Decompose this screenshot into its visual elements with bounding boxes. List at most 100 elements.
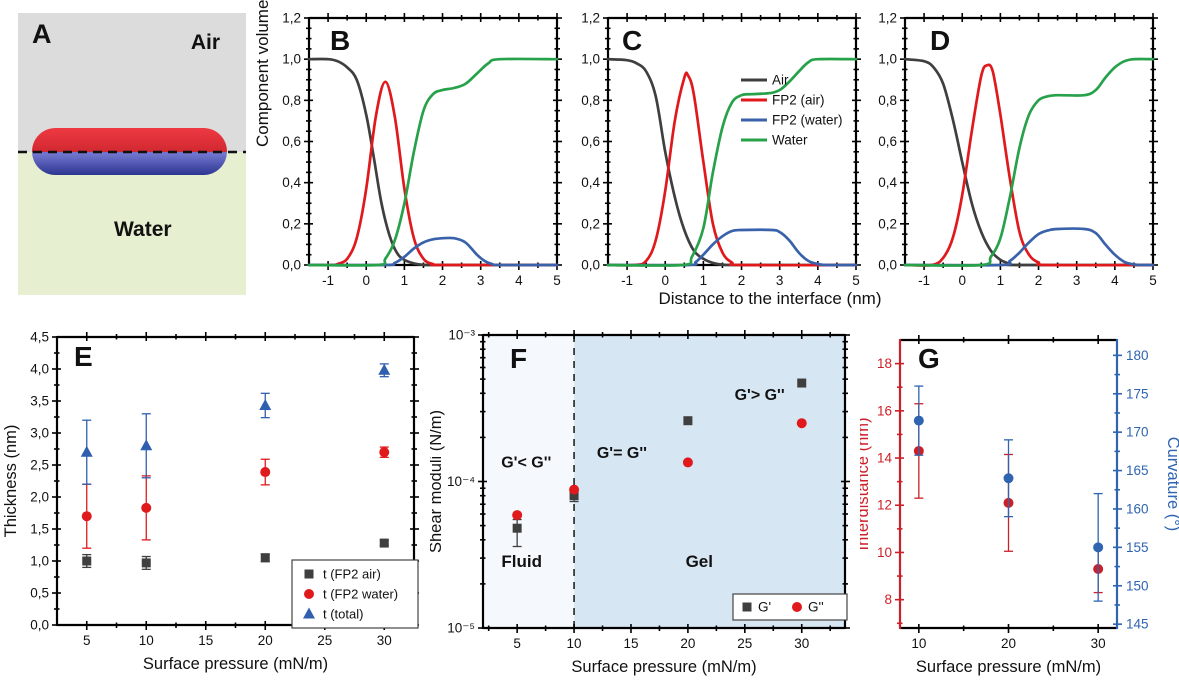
svg-text:18: 18 (877, 356, 892, 371)
svg-text:G'= G'': G'= G'' (597, 445, 647, 462)
svg-text:155: 155 (1126, 540, 1149, 555)
svg-text:4,5: 4,5 (30, 330, 49, 345)
svg-text:10: 10 (567, 636, 582, 651)
air-label: Air (190, 31, 220, 54)
svg-text:0,8: 0,8 (581, 93, 600, 108)
svg-text:0,8: 0,8 (878, 93, 897, 108)
svg-text:Curvature (°): Curvature (°) (1164, 437, 1179, 532)
svg-text:0,2: 0,2 (282, 216, 301, 231)
svg-text:10⁻⁵: 10⁻⁵ (447, 621, 475, 636)
svg-text:5: 5 (513, 636, 521, 651)
svg-text:Gel: Gel (686, 552, 713, 571)
svg-text:0,5: 0,5 (30, 586, 49, 601)
chart-panel-e: 5 10 15 20 25 30 0,0 0,5 1,0 1,5 2,0 2,5 3,0 3,5 4,0 4,… (0, 318, 440, 685)
svg-text:0,4: 0,4 (282, 175, 301, 190)
svg-text:1: 1 (401, 273, 409, 288)
svg-text:Surface pressure (mN/m): Surface pressure (mN/m) (143, 655, 328, 673)
svg-text:C: C (622, 25, 642, 56)
svg-text:12: 12 (877, 498, 892, 513)
panel-a-letter: A (32, 19, 52, 49)
svg-text:0,6: 0,6 (581, 134, 600, 149)
svg-text:10: 10 (911, 636, 926, 651)
svg-text:Interdistance (nm): Interdistance (nm) (860, 418, 872, 551)
svg-text:Surface pressure (mN/m): Surface pressure (mN/m) (916, 658, 1101, 676)
svg-text:D: D (930, 25, 950, 56)
svg-text:5: 5 (553, 273, 561, 288)
svg-text:G: G (918, 343, 940, 374)
svg-text:t (FP2 water): t (FP2 water) (323, 587, 398, 602)
svg-text:3: 3 (477, 273, 485, 288)
svg-text:165: 165 (1126, 463, 1149, 478)
svg-text:1: 1 (700, 273, 708, 288)
svg-text:Fluid: Fluid (501, 552, 542, 571)
svg-text:0,2: 0,2 (581, 216, 600, 231)
svg-text:4: 4 (515, 273, 523, 288)
svg-text:30: 30 (377, 633, 392, 648)
svg-text:10⁻³: 10⁻³ (448, 328, 475, 343)
svg-text:0,4: 0,4 (878, 175, 897, 190)
svg-text:2: 2 (738, 273, 746, 288)
janus-particle-illustration (18, 128, 246, 175)
svg-text:0,0: 0,0 (581, 258, 600, 273)
svg-text:15: 15 (198, 633, 213, 648)
svg-text:10⁻⁴: 10⁻⁴ (447, 474, 475, 489)
svg-text:G'> G'': G'> G'' (735, 387, 785, 404)
svg-text:3: 3 (1073, 273, 1081, 288)
svg-text:Surface pressure (mN/m): Surface pressure (mN/m) (571, 658, 756, 676)
svg-text:G'': G'' (808, 600, 824, 615)
water-region (18, 152, 246, 295)
svg-text:14: 14 (877, 451, 893, 466)
svg-text:0,2: 0,2 (878, 216, 897, 231)
svg-text:B: B (330, 25, 350, 56)
svg-text:3,0: 3,0 (30, 426, 49, 441)
svg-text:0,4: 0,4 (581, 175, 600, 190)
svg-text:-1: -1 (621, 273, 633, 288)
svg-text:1,0: 1,0 (581, 52, 600, 67)
svg-text:G': G' (758, 600, 771, 615)
svg-text:4,0: 4,0 (30, 362, 49, 377)
svg-text:145: 145 (1126, 617, 1149, 632)
svg-text:Thickness (nm): Thickness (nm) (2, 425, 20, 538)
svg-text:1,2: 1,2 (581, 11, 600, 26)
svg-text:0,0: 0,0 (30, 618, 49, 633)
chart-panel-g: 10 20 30 8 10 12 14 16 18 145 150 155 160 165 170 175 18… (854, 318, 1179, 685)
svg-text:0,6: 0,6 (878, 134, 897, 149)
svg-text:FP2 (water): FP2 (water) (772, 113, 843, 128)
svg-text:2: 2 (1035, 273, 1043, 288)
water-label: Water (114, 218, 172, 241)
panel-a-illustration: A Air Water (18, 13, 246, 295)
chart-panel-b: -1 0 1 2 3 4 5 0,0 0,2 0,4 0,6 0,8 1,0 1,2 B (280, 0, 572, 297)
svg-text:t (FP2 air): t (FP2 air) (323, 567, 381, 582)
svg-text:Water: Water (772, 133, 808, 148)
svg-text:0: 0 (362, 273, 370, 288)
svg-text:20: 20 (680, 636, 695, 651)
svg-text:180: 180 (1126, 348, 1149, 363)
svg-text:25: 25 (317, 633, 332, 648)
svg-text:FP2 (air): FP2 (air) (772, 93, 825, 108)
svg-text:30: 30 (1091, 636, 1106, 651)
svg-text:1,2: 1,2 (878, 11, 897, 26)
svg-text:Air: Air (772, 73, 789, 88)
svg-text:-1: -1 (322, 273, 334, 288)
svg-text:4: 4 (814, 273, 822, 288)
svg-text:150: 150 (1126, 578, 1149, 593)
svg-text:160: 160 (1126, 501, 1149, 516)
svg-text:1,0: 1,0 (878, 52, 897, 67)
svg-text:0: 0 (661, 273, 669, 288)
svg-text:3: 3 (776, 273, 784, 288)
svg-text:E: E (74, 341, 93, 372)
svg-text:1,2: 1,2 (282, 11, 301, 26)
svg-text:2,5: 2,5 (30, 458, 49, 473)
bcd-x-axis-label: Distance to the interface (nm) (658, 289, 882, 308)
chart-panel-d: -1 0 1 2 3 4 5 0,0 0,2 0,4 0,6 0,8 1,0 1,2 D (875, 0, 1179, 297)
svg-text:2,0: 2,0 (30, 490, 49, 505)
svg-text:10: 10 (139, 633, 154, 648)
svg-text:0,0: 0,0 (878, 258, 897, 273)
svg-text:15: 15 (623, 636, 638, 651)
svg-text:3,5: 3,5 (30, 394, 49, 409)
svg-text:10: 10 (877, 545, 892, 560)
svg-text:0,8: 0,8 (282, 93, 301, 108)
svg-text:Shear moduli (N/m): Shear moduli (N/m) (430, 410, 445, 553)
chart-panel-f: 5 10 15 20 25 30 10⁻⁵ 10⁻⁴ 10⁻³ G'< G'' G'= G'' G'>… (427, 318, 860, 685)
